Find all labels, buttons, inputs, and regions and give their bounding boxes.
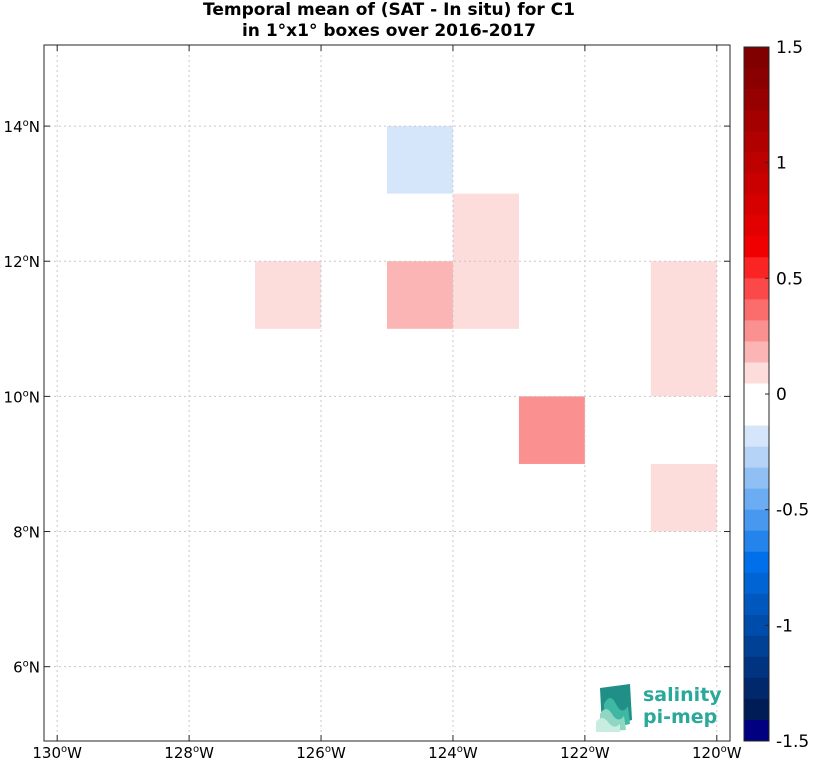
x-tick-label-2: 126oW (296, 744, 346, 762)
colorbar-segment-24 (744, 551, 769, 574)
chart-title: Temporal mean of (SAT - In situ) for C1 (203, 0, 575, 20)
chart-subtitle: in 1°x1° boxes over 2016-2017 (241, 21, 537, 41)
x-tick-label-5: 120oW (692, 744, 742, 762)
heatmap-cell-2 (387, 261, 453, 329)
colorbar-segment-14 (744, 341, 769, 363)
plot-frame (43, 44, 731, 742)
colorbar-tick-label-4: -0.5 (776, 501, 809, 521)
colorbar-tick-label-0: 1.5 (776, 38, 803, 58)
colorbar-segment-25 (744, 572, 769, 595)
heatmap-cell-6 (650, 463, 717, 532)
colorbar-segment-29 (744, 656, 769, 679)
heatmap-cell-3 (255, 261, 322, 329)
colorbar-tick-label-2: 0.5 (776, 269, 803, 289)
wave-logo-icon (596, 684, 632, 732)
colorbar-segment-23 (744, 530, 769, 553)
x-tick-label-4: 122oW (560, 744, 610, 762)
heatmap-cell-5 (518, 396, 585, 464)
colorbar-segment-19 (744, 446, 769, 469)
colorbar-tick-label-3: 0 (776, 385, 787, 405)
colorbar-segment-3 (744, 110, 769, 132)
heatmap-cell-0 (387, 126, 453, 194)
colorbar-tick-label-1: 1 (776, 154, 787, 174)
colorbar-segment-9 (744, 236, 769, 258)
colorbar-segment-0 (744, 47, 769, 69)
colorbar-segment-32 (744, 719, 769, 742)
x-tick-label-3: 124oW (428, 744, 478, 762)
y-tick-label-4: 14oN (4, 118, 40, 136)
colorbar-segment-18 (744, 425, 769, 448)
colorbar-segment-11 (744, 278, 769, 300)
x-tick-label-0: 130oW (32, 744, 82, 762)
colorbar-segment-6 (744, 173, 769, 195)
heatmap-cell-4 (650, 261, 717, 397)
y-tick-label-1: 8oN (13, 524, 40, 542)
y-tick-label-0: 6oN (13, 659, 40, 677)
colorbar-segment-5 (744, 152, 769, 174)
colorbar-segment-20 (744, 467, 769, 490)
colorbar-segment-16 (744, 383, 769, 406)
colorbar-segment-4 (744, 131, 769, 153)
colorbar-segment-13 (744, 320, 769, 342)
colorbar-segment-15 (744, 362, 769, 384)
colorbar-segment-10 (744, 257, 769, 279)
colorbar-segment-8 (744, 215, 769, 237)
y-tick-label-2: 10oN (4, 388, 40, 406)
colorbar-segment-21 (744, 488, 769, 511)
colorbar-tick-label-6: -1.5 (776, 732, 809, 752)
colorbar-segment-31 (744, 698, 769, 721)
colorbar-segment-27 (744, 614, 769, 637)
x-tick-label-1: 128oW (164, 744, 214, 762)
y-tick-label-3: 12oN (4, 253, 40, 271)
colorbar-tick-label-5: -1 (776, 616, 793, 636)
colorbar-segment-12 (744, 299, 769, 321)
colorbar-segment-26 (744, 593, 769, 616)
salinity-pi-mep-logo: salinity pi-mep (596, 684, 736, 734)
colorbar-segment-30 (744, 677, 769, 700)
colorbar-segment-17 (744, 404, 769, 427)
colorbar-segment-2 (744, 89, 769, 111)
colorbar-segment-28 (744, 635, 769, 658)
colorbar-segment-7 (744, 194, 769, 216)
colorbar-segment-22 (744, 509, 769, 532)
logo-text-pi-mep: pi-mep (643, 706, 718, 728)
colorbar-segment-1 (744, 68, 769, 90)
logo-text-salinity: salinity (643, 684, 722, 706)
chart-title-block: Temporal mean of (SAT - In situ) for C1 … (44, 0, 734, 42)
